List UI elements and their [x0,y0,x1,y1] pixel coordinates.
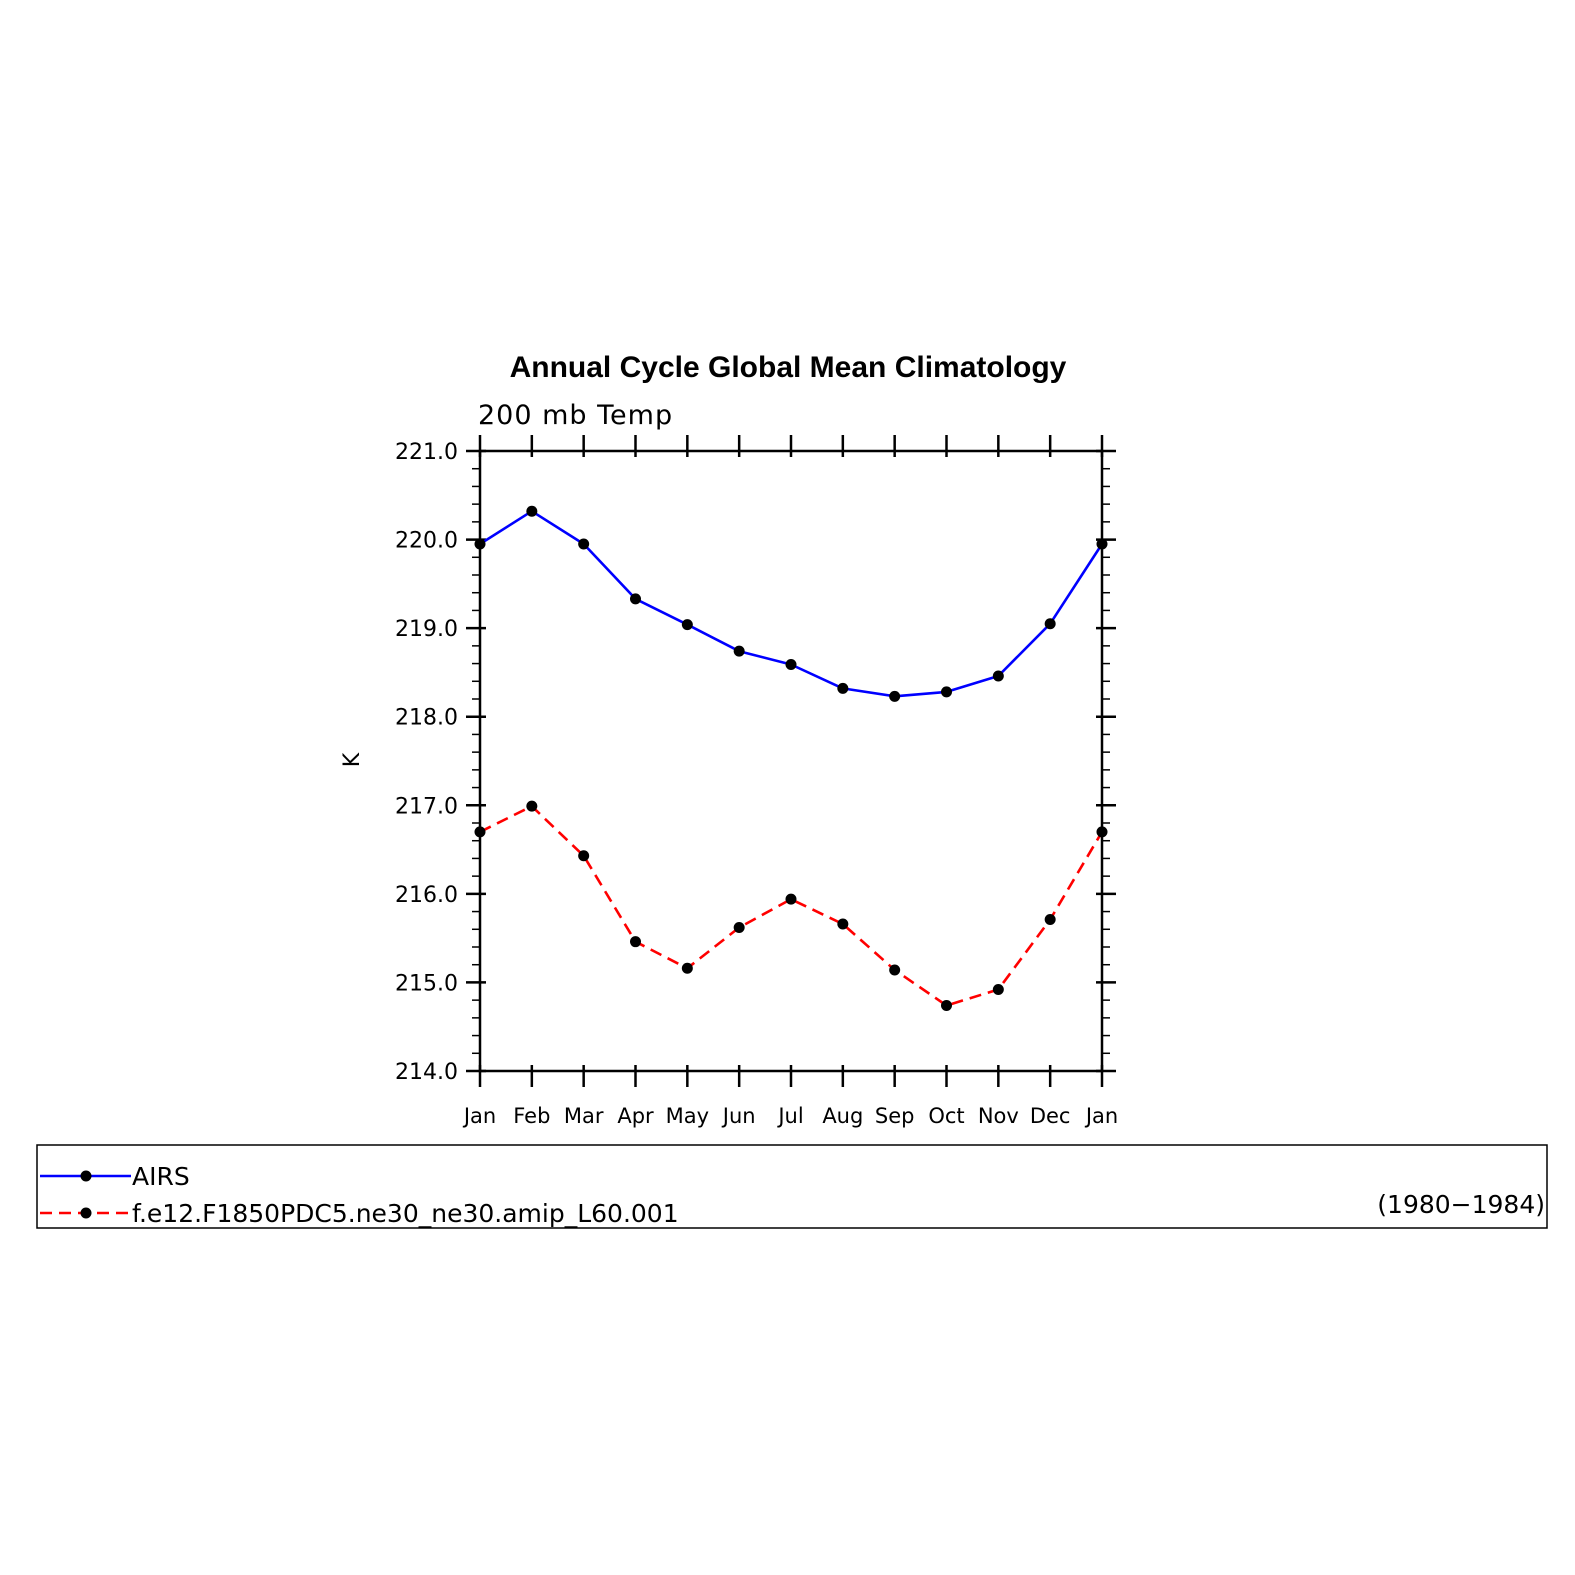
data-point [681,619,693,631]
y-tick-label: 221.0 [395,440,458,465]
data-point [1044,914,1056,926]
y-tick-labels: 214.0 215.0 216.0 217.0 218.0 219.0 220.0 221.0 [395,440,458,1085]
x-tick-label: Jun [721,1104,756,1128]
x-tick-label: Feb [513,1104,550,1128]
y-tick-label: 220.0 [395,529,458,554]
data-point [630,936,641,948]
legend-marker [80,1207,92,1219]
y-tick-label: 218.0 [395,706,458,731]
data-point [992,670,1004,682]
data-point [941,686,952,698]
data-point [785,893,797,905]
chart-title: Annual Cycle Global Mean Climatology [510,351,1067,384]
legend: AIRS f.e12.F1850PDC5.ne30_ne30.amip_L60.0… [36,1144,1548,1229]
data-point [630,593,641,605]
series-layer [474,505,1108,1011]
chart-subtitle: 200 mb Temp [478,400,673,431]
x-tick-label: Apr [617,1104,654,1128]
x-tick-label: Dec [1030,1104,1071,1128]
y-axis-label: K [340,752,365,767]
data-point [526,505,538,517]
y-tick-label: 217.0 [395,794,458,819]
legend-years: (1980−1984) [1377,1190,1545,1219]
x-tick-label: Jan [1084,1104,1118,1128]
data-point [578,538,590,550]
data-point [837,682,849,694]
legend-marker [80,1170,92,1182]
y-tick-label: 214.0 [395,1060,458,1085]
data-point [785,658,797,670]
x-tick-label: Jul [776,1104,803,1128]
legend-label: AIRS [132,1162,190,1191]
data-point [733,645,745,657]
x-tick-label: Mar [564,1104,604,1128]
x-tick-label: Nov [978,1104,1019,1128]
data-point [681,962,693,974]
data-point [526,800,538,812]
data-point [889,690,901,702]
x-tick-label: Sep [875,1104,915,1128]
x-tick-label: May [666,1104,709,1128]
data-point [578,850,590,862]
data-point [733,922,745,934]
data-point [992,984,1004,996]
data-point [889,964,901,976]
x-tick-label: Oct [928,1104,964,1128]
legend-box [36,1144,1548,1229]
data-point [837,918,849,930]
data-point [1044,618,1056,630]
x-tick-labels: Jan Feb Mar Apr May Jun Jul Aug Sep Oct Nov Dec Jan [462,1104,1118,1128]
series-line-1 [479,804,1104,1007]
x-tick-label: Aug [822,1104,863,1128]
legend-label: f.e12.F1850PDC5.ne30_ne30.amip_L60.001 [132,1199,679,1228]
legend-entries: AIRS f.e12.F1850PDC5.ne30_ne30.amip_L60.0… [40,1162,679,1228]
plot-frame [478,449,1104,1073]
y-tick-label: 215.0 [395,971,458,996]
data-point [941,999,952,1011]
y-tick-label: 219.0 [395,617,458,642]
x-tick-label: Jan [462,1104,496,1128]
axis-ticks [466,435,1116,1087]
y-tick-label: 216.0 [395,883,458,908]
